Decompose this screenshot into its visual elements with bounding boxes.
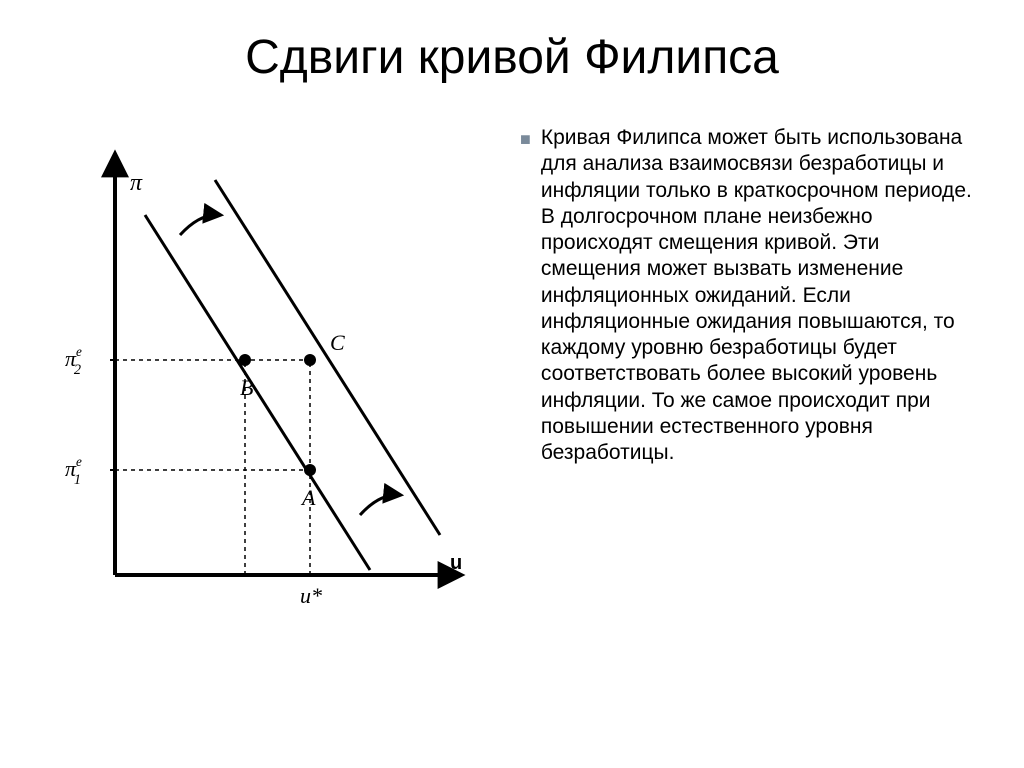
svg-text:πe2: πe2 [65,344,82,378]
body-paragraph: Кривая Филипса может быть использована д… [541,125,984,466]
svg-text:u*: u* [300,583,322,608]
bullet-icon: ■ [520,125,541,466]
slide: Сдвиги кривой Филипса π u πe2 πe1 u* C B A ■ Кр… [0,0,1024,768]
content-row: π u πe2 πe1 u* C B A ■ Кривая Филипса может быт… [40,115,984,748]
svg-text:u: u [450,552,462,574]
bullet-item: ■ Кривая Филипса может быть использована… [520,125,984,466]
svg-text:C: C [330,330,345,355]
svg-text:π: π [130,170,143,196]
svg-text:A: A [300,485,316,510]
slide-title: Сдвиги кривой Филипса [40,30,984,85]
text-column: ■ Кривая Филипса может быть использована… [520,115,984,748]
svg-text:πe1: πe1 [65,454,82,488]
svg-text:B: B [240,375,253,400]
phillips-curve-diagram: π u πe2 πe1 u* C B A [40,115,500,655]
